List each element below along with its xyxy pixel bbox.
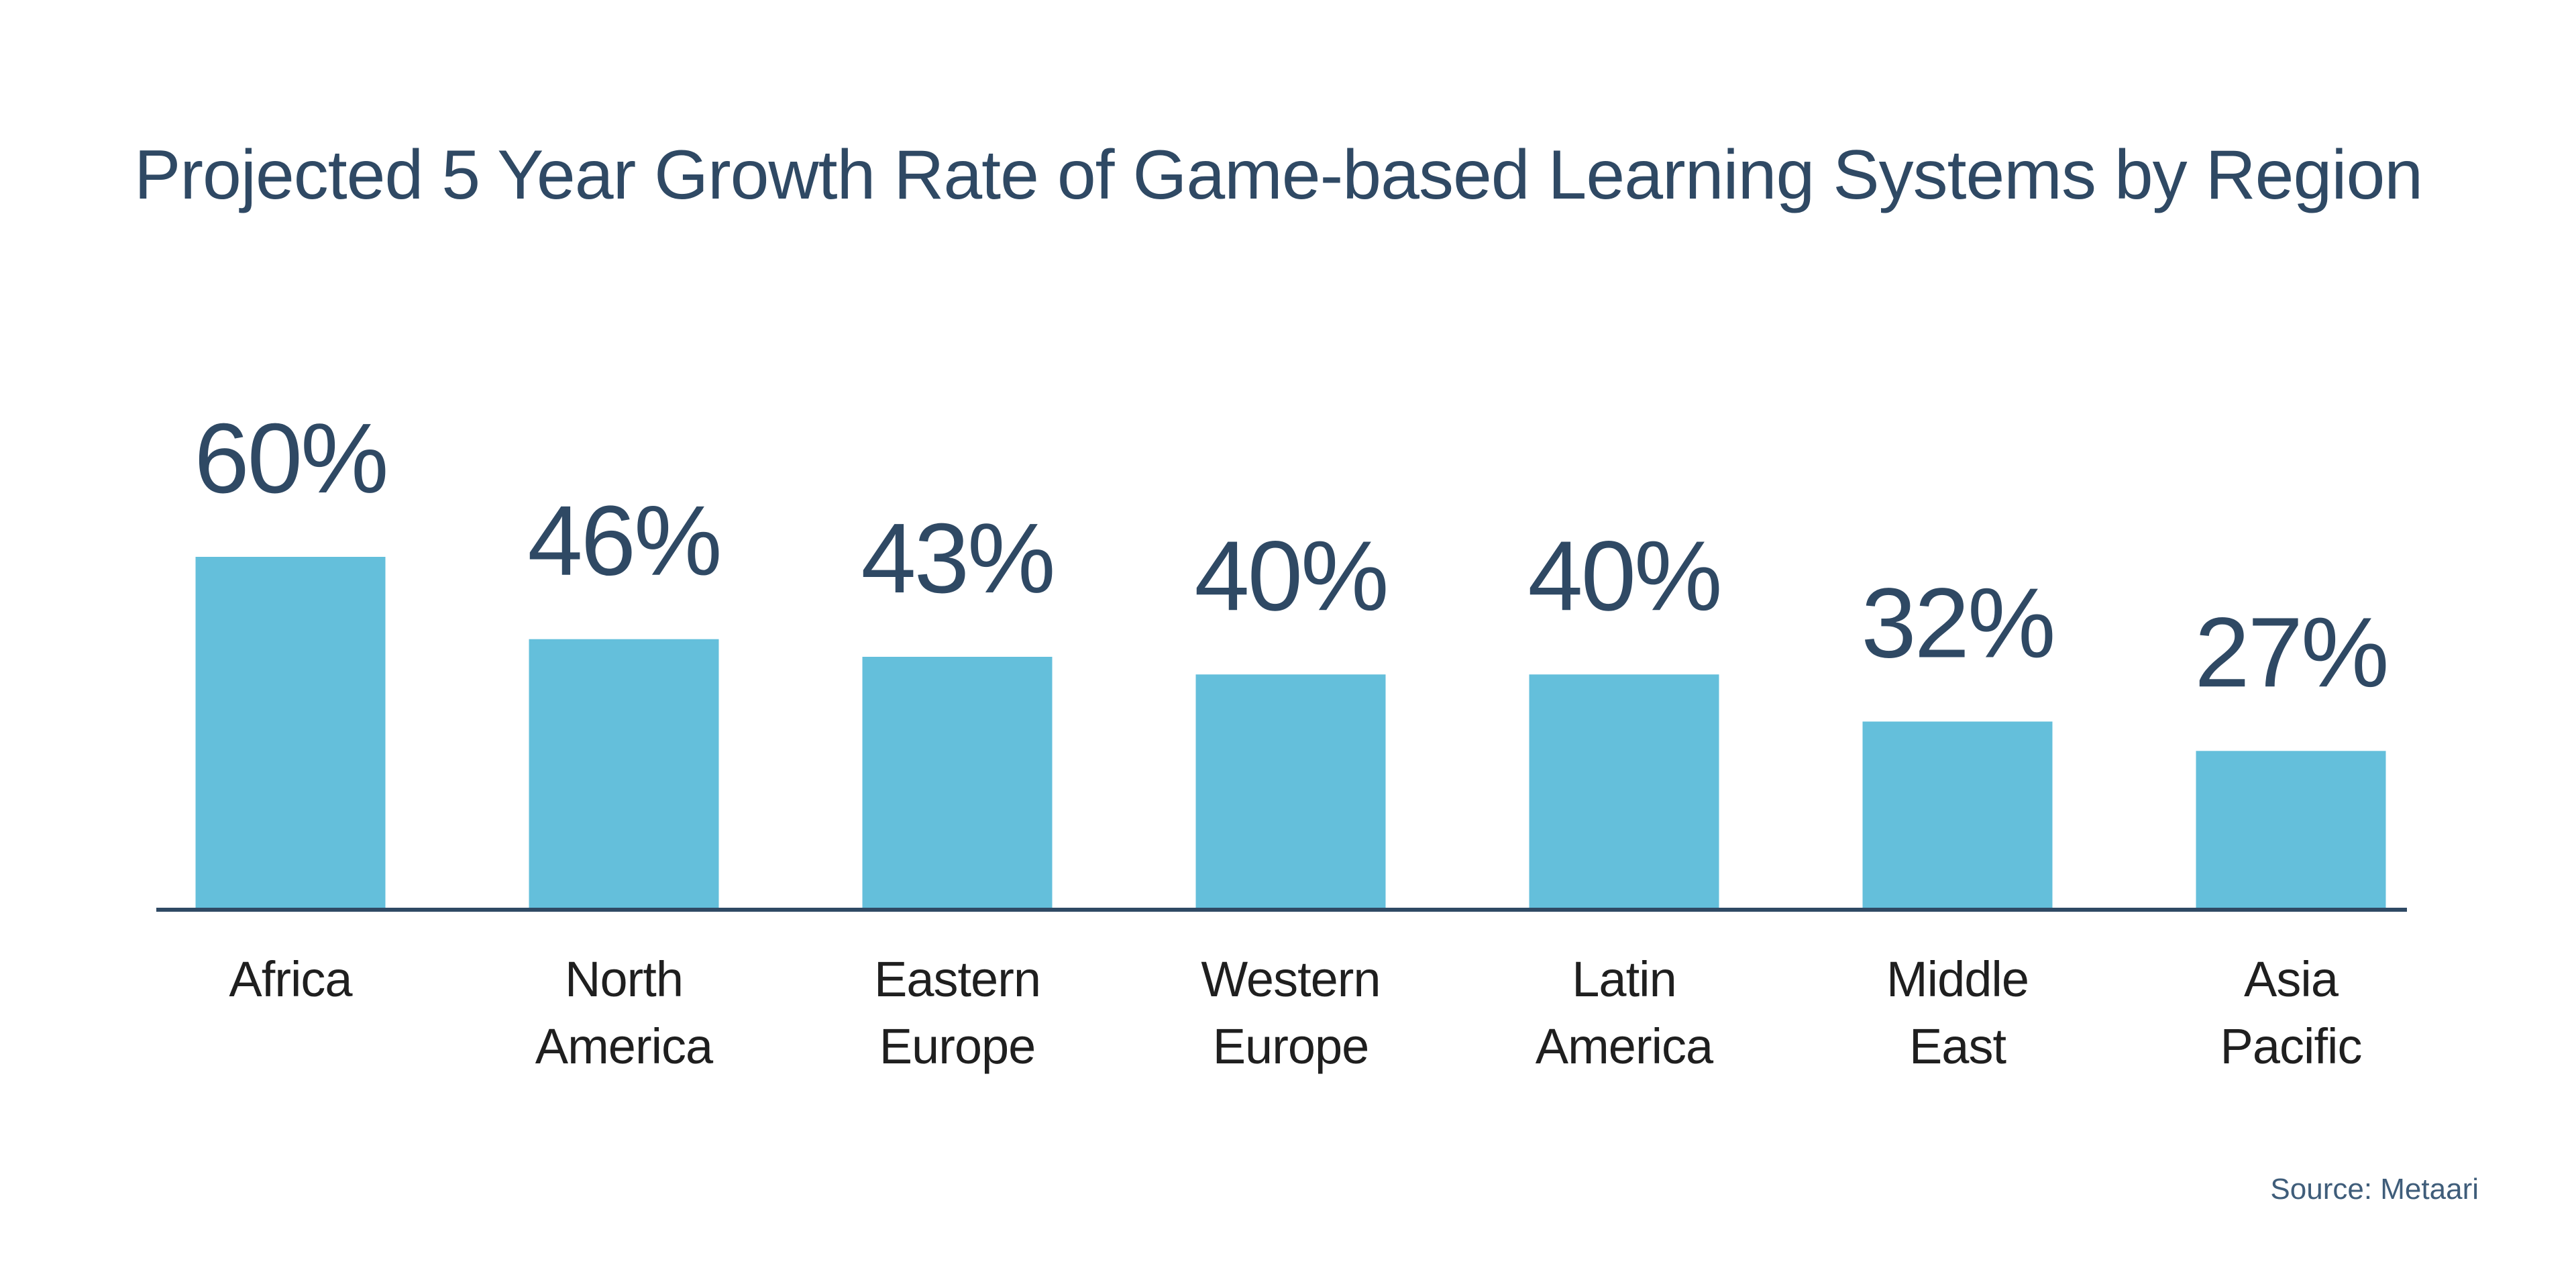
category-label: Asia Pacific [2220,951,2362,1074]
category-labels-group: Africa North America Eastern Europe Western Eu… [229,951,2362,1074]
category-label: Middle East [1886,951,2029,1074]
category-label: Eastern Europe [874,951,1040,1074]
bar-0 [195,557,386,908]
bar-value-label: 43% [861,503,1053,614]
bar-6 [2196,751,2386,908]
bar-1 [529,639,719,908]
bar-5 [1862,721,2053,908]
bar-value-label: 46% [527,486,720,596]
category-label-line: America [1536,1018,1714,1074]
category-label: Latin America [1536,951,1714,1074]
bar-value-label: 40% [1194,521,1387,631]
category-label-line: Pacific [2220,1018,2362,1074]
value-labels-group: 60% 46% 43% 40% 40% 32% 27% [194,403,2389,708]
category-label-line: Eastern [874,951,1040,1007]
category-label-line: Latin [1572,951,1676,1007]
source-note: Source: Metaari [2270,1173,2479,1206]
bar-value-label: 40% [1527,521,1720,631]
bar-value-label: 32% [1861,568,2053,679]
bar-4 [1529,674,1719,908]
chart-title: Projected 5 Year Growth Rate of Game-bas… [134,136,2422,214]
category-label-line: Western [1201,951,1380,1007]
category-label-line: Africa [229,951,353,1007]
bars-group [195,557,2386,908]
bar-value-label: 27% [2194,597,2387,708]
category-label-line: Middle [1886,951,2029,1007]
bar-2 [862,657,1053,908]
category-label: Western Europe [1201,951,1380,1074]
category-label-line: America [535,1018,714,1074]
category-label-line: Europe [879,1018,1036,1074]
bar-value-label: 60% [194,403,386,514]
category-label-line: Europe [1213,1018,1369,1074]
category-label: North America [535,951,714,1074]
category-label-line: Asia [2244,951,2339,1007]
category-label-line: East [1909,1018,2007,1074]
category-label: Africa [229,951,353,1007]
bar-3 [1195,674,1386,908]
category-label-line: North [565,951,683,1007]
